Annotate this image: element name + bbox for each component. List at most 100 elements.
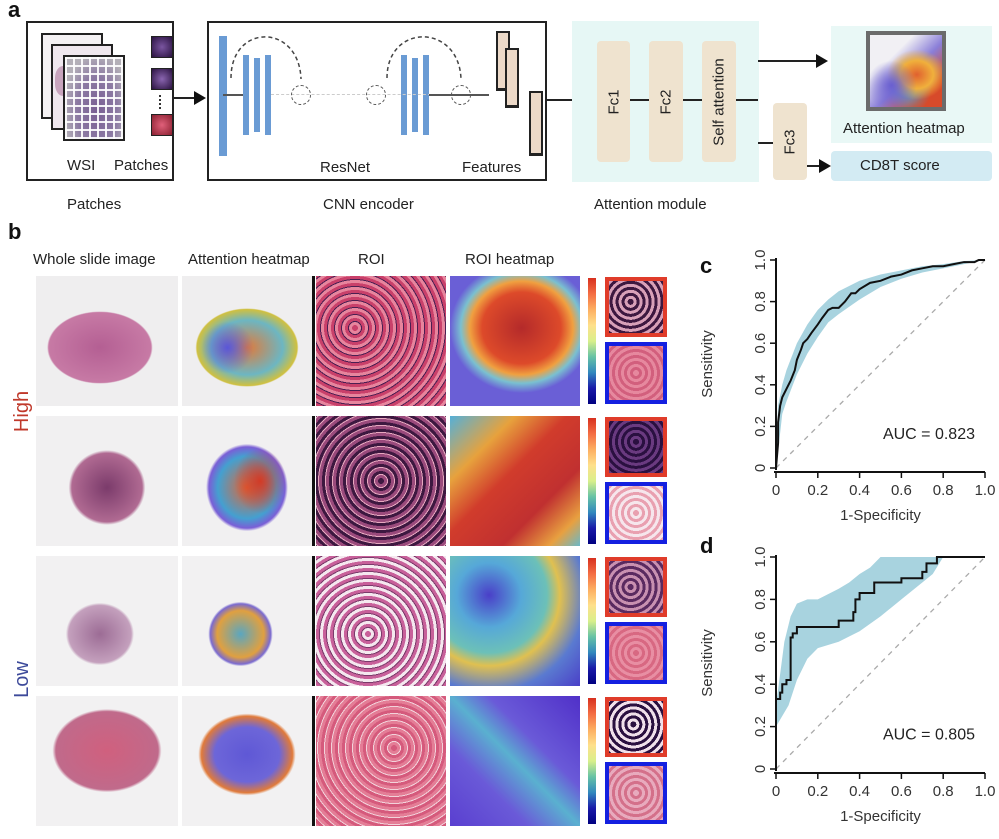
roi-separator bbox=[312, 276, 315, 406]
tile-wsi-row-2 bbox=[36, 416, 178, 546]
roc-curve bbox=[775, 556, 985, 769]
patches-box: WSI Patches bbox=[26, 21, 174, 181]
fc3-layer: Fc3 bbox=[773, 103, 807, 180]
cd8t-score-box: CD8T score bbox=[831, 151, 992, 181]
auc-annotation: AUC = 0.805 bbox=[883, 726, 975, 743]
residual-add-icon-1 bbox=[291, 85, 311, 105]
x-tick-label: 0.4 bbox=[849, 482, 870, 499]
roi-separator bbox=[312, 416, 315, 546]
y-tick-label: 1.0 bbox=[752, 547, 769, 568]
x-axis-label: 1-Specificity bbox=[840, 507, 921, 524]
group-label-high: High bbox=[11, 390, 34, 433]
attention-colorbar bbox=[588, 418, 596, 544]
tile-roih-row-4 bbox=[450, 696, 580, 826]
connector-2 bbox=[429, 94, 489, 96]
y-axis-label: Sensitivity bbox=[699, 330, 716, 398]
feature-vector-2 bbox=[505, 48, 519, 108]
tile-att-row-3 bbox=[182, 556, 312, 686]
connector-fc1-fc2 bbox=[630, 99, 649, 101]
connector bbox=[223, 94, 243, 96]
patches-inner-label: Patches bbox=[114, 157, 169, 174]
tile-roih-row-2 bbox=[450, 416, 580, 546]
group-label-low: Low bbox=[10, 661, 33, 698]
x-tick-label: 0.8 bbox=[933, 482, 954, 499]
x-tick-label: 0.4 bbox=[849, 783, 870, 800]
panel-d-letter: d bbox=[700, 533, 714, 558]
patch-thumb-3 bbox=[151, 114, 173, 136]
attention-heatmap-thumb bbox=[866, 31, 946, 111]
x-tick-label: 0 bbox=[772, 783, 780, 800]
x-tick-label: 0.2 bbox=[807, 482, 828, 499]
resnet-layer-2 bbox=[243, 55, 249, 135]
high-attention-patch bbox=[605, 697, 667, 757]
resnet-layer-1 bbox=[219, 36, 227, 156]
y-tick-label: 0.2 bbox=[752, 716, 769, 737]
self-attention-layer: Self attention bbox=[702, 41, 736, 162]
panel-c-letter: c bbox=[700, 253, 713, 278]
y-tick-label: 0.4 bbox=[752, 374, 769, 395]
y-tick-label: 0.8 bbox=[752, 291, 769, 312]
arrow-line-heatmap bbox=[758, 60, 818, 62]
fc1-label: Fc1 bbox=[605, 88, 622, 115]
col-header-attention-heatmap: Attention heatmap bbox=[188, 251, 310, 268]
resnet-label: ResNet bbox=[320, 159, 371, 176]
panel-b-letter: b bbox=[8, 219, 22, 244]
ellipsis-dots bbox=[159, 95, 161, 109]
resnet-layer-3 bbox=[254, 58, 260, 132]
low-attention-patch bbox=[605, 482, 667, 544]
y-tick-label: 0.6 bbox=[752, 631, 769, 652]
connector-fc2-sa bbox=[683, 99, 702, 101]
tile-att-row-4 bbox=[182, 696, 312, 826]
attention-module-caption: Attention module bbox=[594, 196, 707, 213]
y-tick-label: 0.6 bbox=[752, 333, 769, 354]
roi-separator bbox=[312, 556, 315, 686]
x-tick-label: 0.2 bbox=[807, 783, 828, 800]
arrow-head-score bbox=[819, 159, 831, 173]
roc-chart-d: 0 0.2 0.4 0.6 0.8 1.0 0 0.2 0.4 0.6 0.8 1.0 1-Specif… bbox=[699, 547, 995, 825]
residual-add-icon-2 bbox=[366, 85, 386, 105]
patches-caption: Patches bbox=[67, 196, 122, 213]
tile-roi-row-1 bbox=[316, 276, 446, 406]
resnet-layer-7 bbox=[423, 55, 429, 135]
connector-to-fc3 bbox=[758, 142, 773, 144]
y-tick-label: 1.0 bbox=[752, 250, 769, 271]
y-tick-label: 0 bbox=[752, 765, 769, 773]
roc-curve bbox=[775, 259, 985, 469]
high-attention-patch bbox=[605, 557, 667, 617]
low-attention-patch bbox=[605, 342, 667, 404]
col-header-roi-heatmap: ROI heatmap bbox=[465, 251, 555, 268]
x-axis-label: 1-Specificity bbox=[840, 808, 921, 825]
tile-roih-row-1 bbox=[450, 276, 580, 406]
high-attention-patch bbox=[605, 417, 667, 477]
tile-roih-row-3 bbox=[450, 556, 580, 686]
resnet-layer-6 bbox=[412, 58, 418, 132]
arrow-line-1 bbox=[174, 97, 196, 99]
x-tick-label: 0.6 bbox=[891, 482, 912, 499]
y-axis-label: Sensitivity bbox=[699, 629, 716, 697]
tile-roi-row-4 bbox=[316, 696, 446, 826]
attention-colorbar bbox=[588, 558, 596, 684]
feature-vector-n bbox=[529, 91, 543, 156]
fc3-label: Fc3 bbox=[781, 128, 799, 155]
self-attention-label: Self attention bbox=[710, 57, 728, 146]
tile-roi-row-2 bbox=[316, 416, 446, 546]
resnet-layer-4 bbox=[265, 55, 271, 135]
connector-sa-out bbox=[736, 99, 758, 101]
wsi-grid-slide bbox=[63, 55, 125, 141]
cnn-encoder-caption: CNN encoder bbox=[323, 196, 414, 213]
x-tick-label: 1.0 bbox=[975, 482, 996, 499]
tile-wsi-row-1 bbox=[36, 276, 178, 406]
fc2-label: Fc2 bbox=[657, 88, 675, 115]
y-tick-label: 0.4 bbox=[752, 674, 769, 695]
y-tick-label: 0.2 bbox=[752, 416, 769, 437]
col-header-wsi: Whole slide image bbox=[33, 251, 156, 268]
y-tick-label: 0.8 bbox=[752, 589, 769, 610]
wsi-label: WSI bbox=[67, 157, 96, 174]
tile-roi-row-3 bbox=[316, 556, 446, 686]
patch-thumb-1 bbox=[151, 36, 173, 58]
attention-colorbar bbox=[588, 698, 596, 824]
skip-connector bbox=[271, 94, 431, 95]
roc-chart-c: 0 0.2 0.4 0.6 0.8 1.0 0 0.2 0.4 0.6 0.8 1.0 1-Specif… bbox=[699, 250, 996, 524]
low-attention-patch bbox=[605, 622, 667, 684]
x-tick-label: 0 bbox=[772, 482, 780, 499]
